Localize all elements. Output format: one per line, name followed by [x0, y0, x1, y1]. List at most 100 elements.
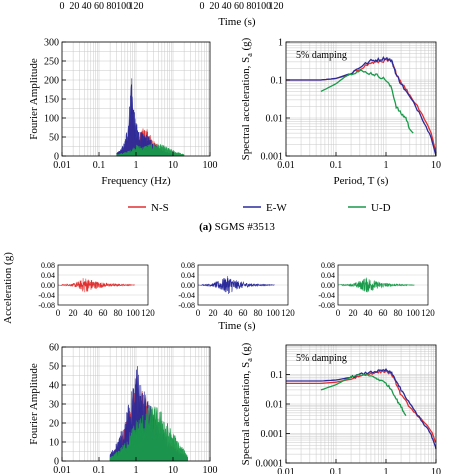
y-tick-label: 250	[44, 57, 59, 68]
y-axis-label-unit: (g)	[240, 342, 252, 358]
accel-frame	[197, 264, 289, 306]
accel-frame	[337, 264, 429, 306]
accel-x-tick-label: 100	[406, 308, 420, 318]
y-axis-label: Fourier Amplitude	[28, 363, 40, 445]
y-axis-label-sub: a	[245, 358, 254, 362]
top-tick-label-right: 20	[209, 1, 219, 12]
y-tick-label: 300	[44, 38, 59, 49]
accel-x-tick-label: 120	[141, 308, 155, 318]
accel-y-tick-label: 0.00	[41, 281, 55, 290]
panel-b-spectral: 0.01 0.1 1 10 0.1 0.01 0.001 0.0001 5% damping Sp…	[240, 342, 441, 474]
top-tick-label-right: 40	[222, 1, 232, 12]
x-tick-label: 0.1	[330, 160, 343, 171]
series-area-u-d	[116, 142, 185, 157]
accel-x-tick-label: 40	[364, 308, 374, 318]
accel-y-tick-label: 0.04	[181, 271, 195, 280]
accel-x-tick-label: 120	[421, 308, 435, 318]
accel-x-tick-label: 80	[394, 308, 404, 318]
x-axis-label: Frequency (Hz)	[101, 175, 171, 187]
accel-trace-e-w	[197, 276, 275, 295]
x-tick-label: 10	[431, 467, 441, 474]
accel-y-tick-label: 0.00	[181, 281, 195, 290]
top-tick-label-right: 80	[246, 1, 256, 12]
x-tick-label: 0.01	[277, 160, 295, 171]
accel-y-label: Acceleration (g)	[2, 252, 14, 324]
accel-x-tick-label: 60	[99, 308, 109, 318]
accel-x-tick-label: 120	[281, 308, 295, 318]
accel-x-tick-label: 40	[224, 308, 234, 318]
accel-x-tick-label: 20	[349, 308, 359, 318]
y-tick-label: 0.001	[261, 152, 284, 163]
x-tick-label: 0.1	[93, 160, 106, 171]
accel-x-tick-label: 60	[239, 308, 249, 318]
x-tick-label: 1	[134, 160, 139, 171]
top-time-label: Time (s)	[218, 16, 256, 28]
caption-a-text: SGMS #3513	[212, 221, 275, 233]
y-tick-label: 50	[49, 133, 59, 144]
y-tick-label: 30	[49, 400, 59, 411]
y-tick-label: 0	[54, 152, 59, 163]
y-axis-label: Spectral acceleration, Sa (g)	[240, 37, 254, 160]
x-tick-label: 100	[203, 465, 218, 474]
y-tick-label: 0	[54, 457, 59, 468]
x-tick-label: 0.1	[330, 467, 343, 474]
y-tick-label: 0.0001	[256, 459, 284, 470]
top-tick-label-left: 60	[94, 1, 104, 12]
accel-x-tick-label: 0	[56, 308, 61, 318]
top-tick-label-left: 20	[69, 1, 79, 12]
accel-y-tick-label: 0.00	[321, 281, 335, 290]
accel-x-tick-label: 100	[266, 308, 280, 318]
accel-y-tick-label: 0.08	[181, 261, 195, 270]
accel-x-tick-label: 20	[209, 308, 219, 318]
series-line-n-s	[286, 58, 437, 154]
y-axis-label-main: Spectral acceleration, S	[240, 362, 252, 466]
accel-y-tick-label: -0.08	[178, 301, 195, 310]
y-axis-label-unit: (g)	[240, 37, 252, 53]
x-axis-label: Period, T (s)	[334, 175, 389, 187]
damping-annotation: 5% damping	[296, 50, 347, 61]
caption-a-label: (a)	[199, 221, 212, 233]
accel-y-tick-label: 0.04	[41, 271, 55, 280]
y-axis-label: Fourier Amplitude	[28, 58, 40, 140]
accel-y-tick-label: -0.04	[178, 291, 195, 300]
y-tick-label: 0.01	[266, 400, 284, 411]
accel-x-tick-label: 20	[69, 308, 79, 318]
y-tick-label: 150	[44, 95, 59, 106]
panel-b-acceleration: Acceleration (g) 0.080.040.00-0.04-0.080 2…	[2, 252, 435, 332]
caption-a: (a) SGMS #3513	[199, 221, 275, 233]
series-area-u-d	[109, 406, 188, 462]
top-tick-label-right: 60	[234, 1, 244, 12]
y-tick-label: 40	[49, 381, 59, 392]
accel-y-tick-label: -0.04	[318, 291, 335, 300]
accel-frame	[57, 264, 149, 306]
top-tick-label-right: 100	[256, 1, 271, 12]
accel-trace-n-s	[57, 278, 135, 293]
y-tick-label: 10	[49, 438, 59, 449]
y-tick-label: 1	[278, 38, 283, 49]
damping-annotation: 5% damping	[296, 353, 347, 364]
y-tick-label: 0.001	[261, 429, 284, 440]
x-tick-label: 1	[384, 467, 389, 474]
y-tick-label: 0.1	[271, 370, 284, 381]
legend: N-S E-W U-D	[128, 202, 391, 214]
plot-frame	[285, 41, 437, 157]
series-line-u-d	[320, 373, 407, 417]
accel-trace-u-d	[337, 277, 415, 293]
top-tick-label-left: 100	[116, 1, 131, 12]
series-line-e-w	[286, 367, 437, 450]
x-tick-label: 100	[203, 160, 218, 171]
y-axis-label: Spectral acceleration, Sa (g)	[240, 342, 254, 465]
legend-label-u-d: U-D	[371, 202, 391, 214]
y-tick-label: 50	[49, 362, 59, 373]
y-axis-label-main: Spectral acceleration, S	[240, 57, 252, 161]
accel-x-tick-label: 80	[114, 308, 124, 318]
accel-y-tick-label: 0.04	[321, 271, 335, 280]
series-line-u-d	[320, 69, 414, 134]
x-tick-label: 0.01	[53, 465, 71, 474]
accel-x-label: Time (s)	[218, 320, 256, 332]
accel-x-tick-label: 80	[254, 308, 264, 318]
legend-label-n-s: N-S	[151, 202, 169, 214]
